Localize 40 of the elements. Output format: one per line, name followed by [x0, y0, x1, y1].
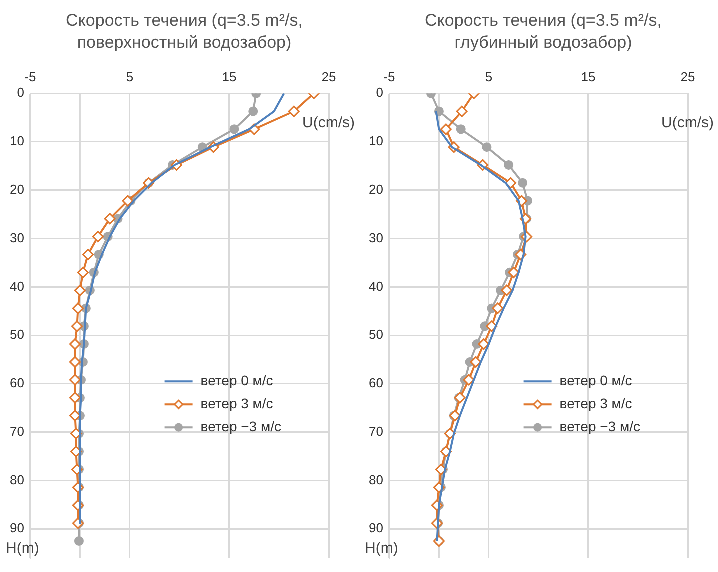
y-tick-label: 40	[10, 278, 24, 294]
y-tick-label: 10	[368, 134, 384, 149]
y-tick-label: 60	[10, 376, 24, 391]
y-tick-label: 40	[368, 278, 384, 294]
y-tick-label: 50	[368, 327, 384, 342]
y-axis-title: H(m)	[6, 540, 40, 557]
x-tick-label: 15	[222, 69, 237, 84]
x-tick-label: -5	[384, 69, 396, 84]
y-tick-label: 90	[368, 520, 384, 536]
legend-label: ветер 0 м/с	[200, 372, 274, 389]
y-tick-label: 30	[10, 230, 24, 246]
y-tick-label: 0	[17, 85, 24, 100]
y-tick-label: 80	[368, 472, 384, 488]
y-tick-label: 20	[10, 182, 24, 197]
legend-label: ветер −3 м/с	[560, 418, 640, 435]
y-axis-title: H(m)	[365, 540, 398, 557]
y-tick-label: 70	[10, 424, 24, 439]
x-tick-label: 25	[322, 69, 336, 84]
x-axis-title: U(cm/s)	[662, 114, 714, 132]
chart-title: Скорость течения (q=3.5 m²/s, глубинный водозабор)	[424, 10, 663, 54]
x-tick-label: 15	[581, 69, 596, 84]
y-tick-label: 50	[10, 327, 24, 342]
y-tick-label: 30	[368, 230, 384, 246]
legend-label: ветер 3 м/с	[200, 396, 274, 412]
y-tick-label: 90	[10, 520, 24, 536]
chart-title: Скорость течения (q=3.5 m²/s, поверхностный водозабор)	[65, 10, 304, 54]
y-tick-label: 80	[10, 472, 24, 488]
legend-label: ветер −3 м/с	[200, 418, 282, 435]
y-tick-label: 60	[368, 376, 384, 391]
x-tick-label: 25	[680, 69, 696, 84]
legend-label: ветер 0 м/с	[560, 372, 632, 389]
x-tick-label: 5	[126, 69, 134, 84]
y-tick-label: 20	[368, 182, 384, 197]
y-tick-label: 10	[10, 134, 24, 149]
legend-label: ветер 3 м/с	[560, 396, 632, 412]
x-tick-label: -5	[24, 69, 36, 84]
y-tick-label: 0	[376, 85, 384, 100]
x-axis-title: U(cm/s)	[302, 114, 355, 132]
y-tick-label: 70	[368, 424, 384, 439]
x-tick-label: 5	[485, 69, 493, 84]
